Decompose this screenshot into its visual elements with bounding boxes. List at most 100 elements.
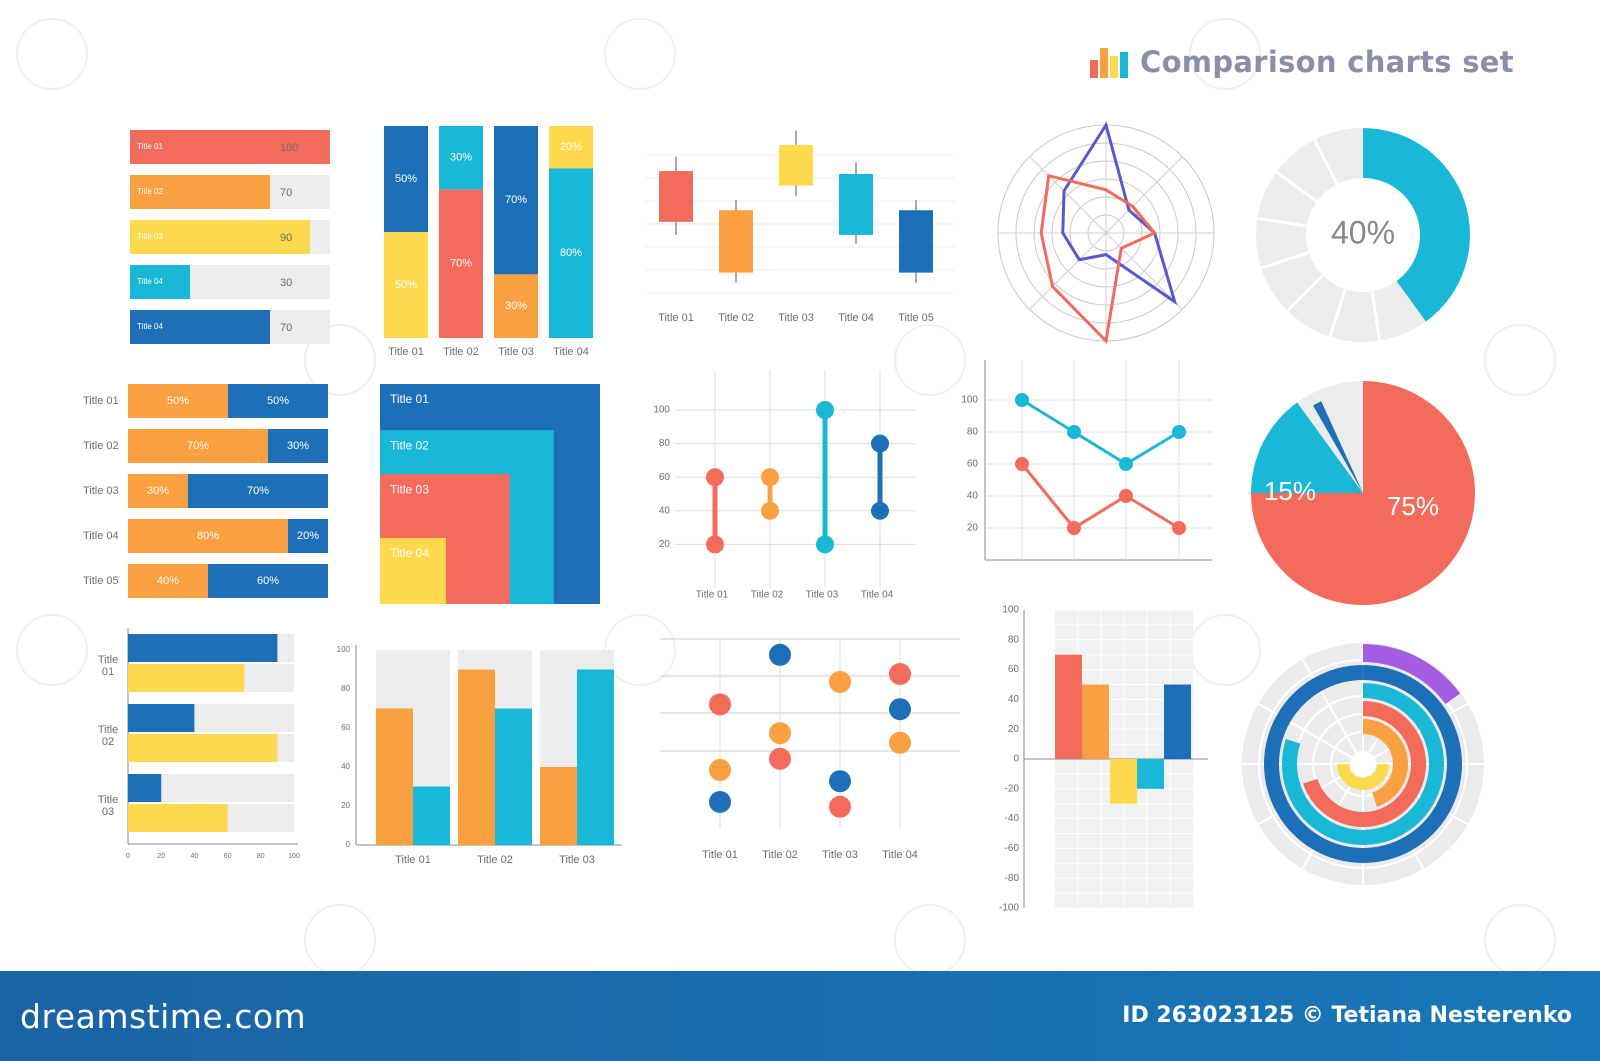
tick-label: 40 bbox=[659, 505, 671, 516]
dot bbox=[829, 795, 851, 818]
tick-label: 80 bbox=[257, 853, 265, 860]
bar bbox=[128, 704, 195, 732]
bar-label: Title 01 bbox=[137, 142, 163, 151]
candle-body bbox=[719, 210, 753, 273]
category-label: 03 bbox=[102, 806, 114, 818]
block-label: Title 01 bbox=[390, 392, 429, 406]
watermark-icon bbox=[894, 324, 966, 396]
radar-spoke bbox=[1105, 156, 1183, 234]
watermark-icon bbox=[304, 324, 376, 396]
segment-label: 60% bbox=[257, 575, 279, 587]
tick-label: 60 bbox=[967, 459, 979, 470]
category-label: Title bbox=[98, 654, 118, 666]
stack-segment bbox=[128, 384, 228, 418]
tick-label: 100 bbox=[653, 405, 670, 416]
slice-label: 15% bbox=[1264, 476, 1316, 506]
bar bbox=[128, 634, 278, 662]
tick-label: 60 bbox=[341, 723, 350, 732]
tick-label: 100 bbox=[961, 395, 978, 406]
category-label: Title 04 bbox=[553, 346, 589, 358]
watermark-icon bbox=[894, 904, 966, 976]
donut-segment bbox=[1363, 128, 1470, 322]
donut-center-label: 40% bbox=[1331, 214, 1395, 250]
category-label: Title 03 bbox=[498, 346, 534, 358]
bar bbox=[130, 175, 270, 209]
bar bbox=[376, 708, 413, 845]
donut-divider bbox=[1313, 138, 1339, 185]
segment-label: 50% bbox=[395, 173, 417, 185]
line-point bbox=[1067, 521, 1081, 535]
bar bbox=[130, 265, 190, 299]
line-series bbox=[1020, 463, 1180, 530]
segment-label: 80% bbox=[560, 247, 582, 259]
pie-slice bbox=[1297, 381, 1363, 493]
category-label: Title 03 bbox=[806, 590, 839, 601]
category-label: Title 02 bbox=[762, 849, 798, 861]
bar bbox=[1164, 684, 1191, 759]
tick-label: 0 bbox=[1013, 754, 1019, 765]
watermark-icon bbox=[1484, 324, 1556, 396]
category-label: Title 03 bbox=[822, 849, 858, 861]
segment-label: 30% bbox=[147, 485, 169, 497]
stack-segment bbox=[439, 189, 483, 338]
candle-body bbox=[659, 171, 693, 222]
bar bbox=[130, 310, 270, 344]
radar-series bbox=[1039, 173, 1157, 345]
bar bbox=[1055, 654, 1082, 759]
tick-label: -20 bbox=[1005, 783, 1020, 794]
tick-label: -100 bbox=[999, 903, 1019, 914]
segment-label: 70% bbox=[247, 485, 269, 497]
stack-segment bbox=[384, 232, 428, 338]
stack-segment bbox=[288, 519, 328, 553]
bar bbox=[128, 734, 278, 762]
value-label: 70 bbox=[280, 187, 292, 199]
dot bbox=[769, 643, 791, 666]
stack-segment bbox=[128, 564, 208, 598]
segment-label: 30% bbox=[287, 440, 309, 452]
page-title: Comparison charts set bbox=[1140, 45, 1514, 79]
watermark-icon bbox=[16, 614, 88, 686]
stack-segment bbox=[128, 429, 268, 463]
candle-body bbox=[899, 210, 933, 273]
donut-divider bbox=[1328, 288, 1347, 338]
value-label: 30 bbox=[280, 277, 292, 289]
bar bbox=[128, 804, 228, 832]
bar-label: Title 04 bbox=[137, 277, 163, 286]
radial-ring bbox=[1240, 641, 1486, 887]
dot bbox=[889, 663, 911, 685]
category-label: Title 03 bbox=[778, 312, 814, 324]
dot bbox=[829, 770, 851, 793]
stack-segment bbox=[188, 474, 328, 508]
category-label: Title 01 bbox=[702, 849, 738, 861]
stack-segment bbox=[494, 126, 538, 275]
treemap-block bbox=[380, 538, 446, 604]
tick-label: 40 bbox=[341, 762, 350, 771]
image-credit: ID 263023125 © Tetiana Nesterenko bbox=[1122, 1003, 1572, 1028]
bar-label: Title 02 bbox=[137, 187, 163, 196]
value-label: 100 bbox=[280, 142, 298, 154]
donut-divider bbox=[1257, 216, 1307, 228]
watermark-icon bbox=[304, 904, 376, 976]
bar bbox=[413, 786, 450, 845]
radial-bar bbox=[1363, 719, 1408, 807]
radar-spoke bbox=[1029, 156, 1107, 234]
segment-label: 30% bbox=[505, 300, 527, 312]
tick-label: 0 bbox=[346, 840, 351, 849]
bar bbox=[128, 774, 162, 802]
radial-divider bbox=[1301, 657, 1364, 765]
dot bbox=[889, 698, 911, 721]
tick-label: 20 bbox=[1008, 724, 1020, 735]
category-label: Title 01 bbox=[388, 346, 424, 358]
donut-divider bbox=[1260, 251, 1310, 270]
category-label: Title bbox=[98, 724, 118, 736]
category-label: Title 05 bbox=[83, 575, 119, 587]
category-label: Title 02 bbox=[477, 854, 513, 866]
candle-body bbox=[779, 145, 813, 186]
category-label: Title 02 bbox=[718, 312, 754, 324]
dot bbox=[769, 747, 791, 770]
bar-label: Title 04 bbox=[137, 322, 163, 331]
tick-label: 40 bbox=[967, 491, 979, 502]
block-label: Title 02 bbox=[390, 438, 429, 452]
watermark-icon bbox=[1189, 614, 1261, 686]
value-label: 70 bbox=[280, 322, 292, 334]
